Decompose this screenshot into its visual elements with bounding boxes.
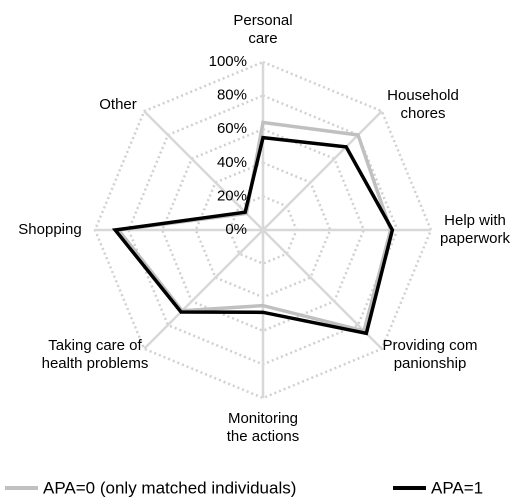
- spoke: [262, 110, 383, 231]
- category-label: Personal care: [233, 12, 293, 47]
- r-tick-label: 40%: [217, 154, 247, 171]
- category-label: Taking care of health problems: [41, 337, 149, 372]
- r-tick-label: 100%: [209, 53, 247, 70]
- category-label: Monitoring the actions: [226, 410, 300, 445]
- r-tick-label: 0%: [225, 221, 247, 238]
- category-label: Other: [99, 96, 137, 113]
- series-line: [111, 135, 395, 336]
- legend-label: APA=1: [431, 478, 483, 497]
- category-label: Providing companionship: [382, 337, 478, 372]
- spoke: [143, 110, 264, 231]
- category-label: Household chores: [387, 87, 459, 122]
- legend-label: APA=0 (only matched individuals): [43, 478, 296, 497]
- category-label: Help with paperwork: [439, 212, 511, 247]
- r-tick-label: 60%: [217, 120, 247, 137]
- category-label: Shopping: [18, 221, 82, 238]
- r-tick-label: 80%: [217, 87, 247, 104]
- grid-ring: [93, 60, 433, 400]
- r-tick-label: 20%: [217, 187, 247, 204]
- spoke: [143, 229, 264, 350]
